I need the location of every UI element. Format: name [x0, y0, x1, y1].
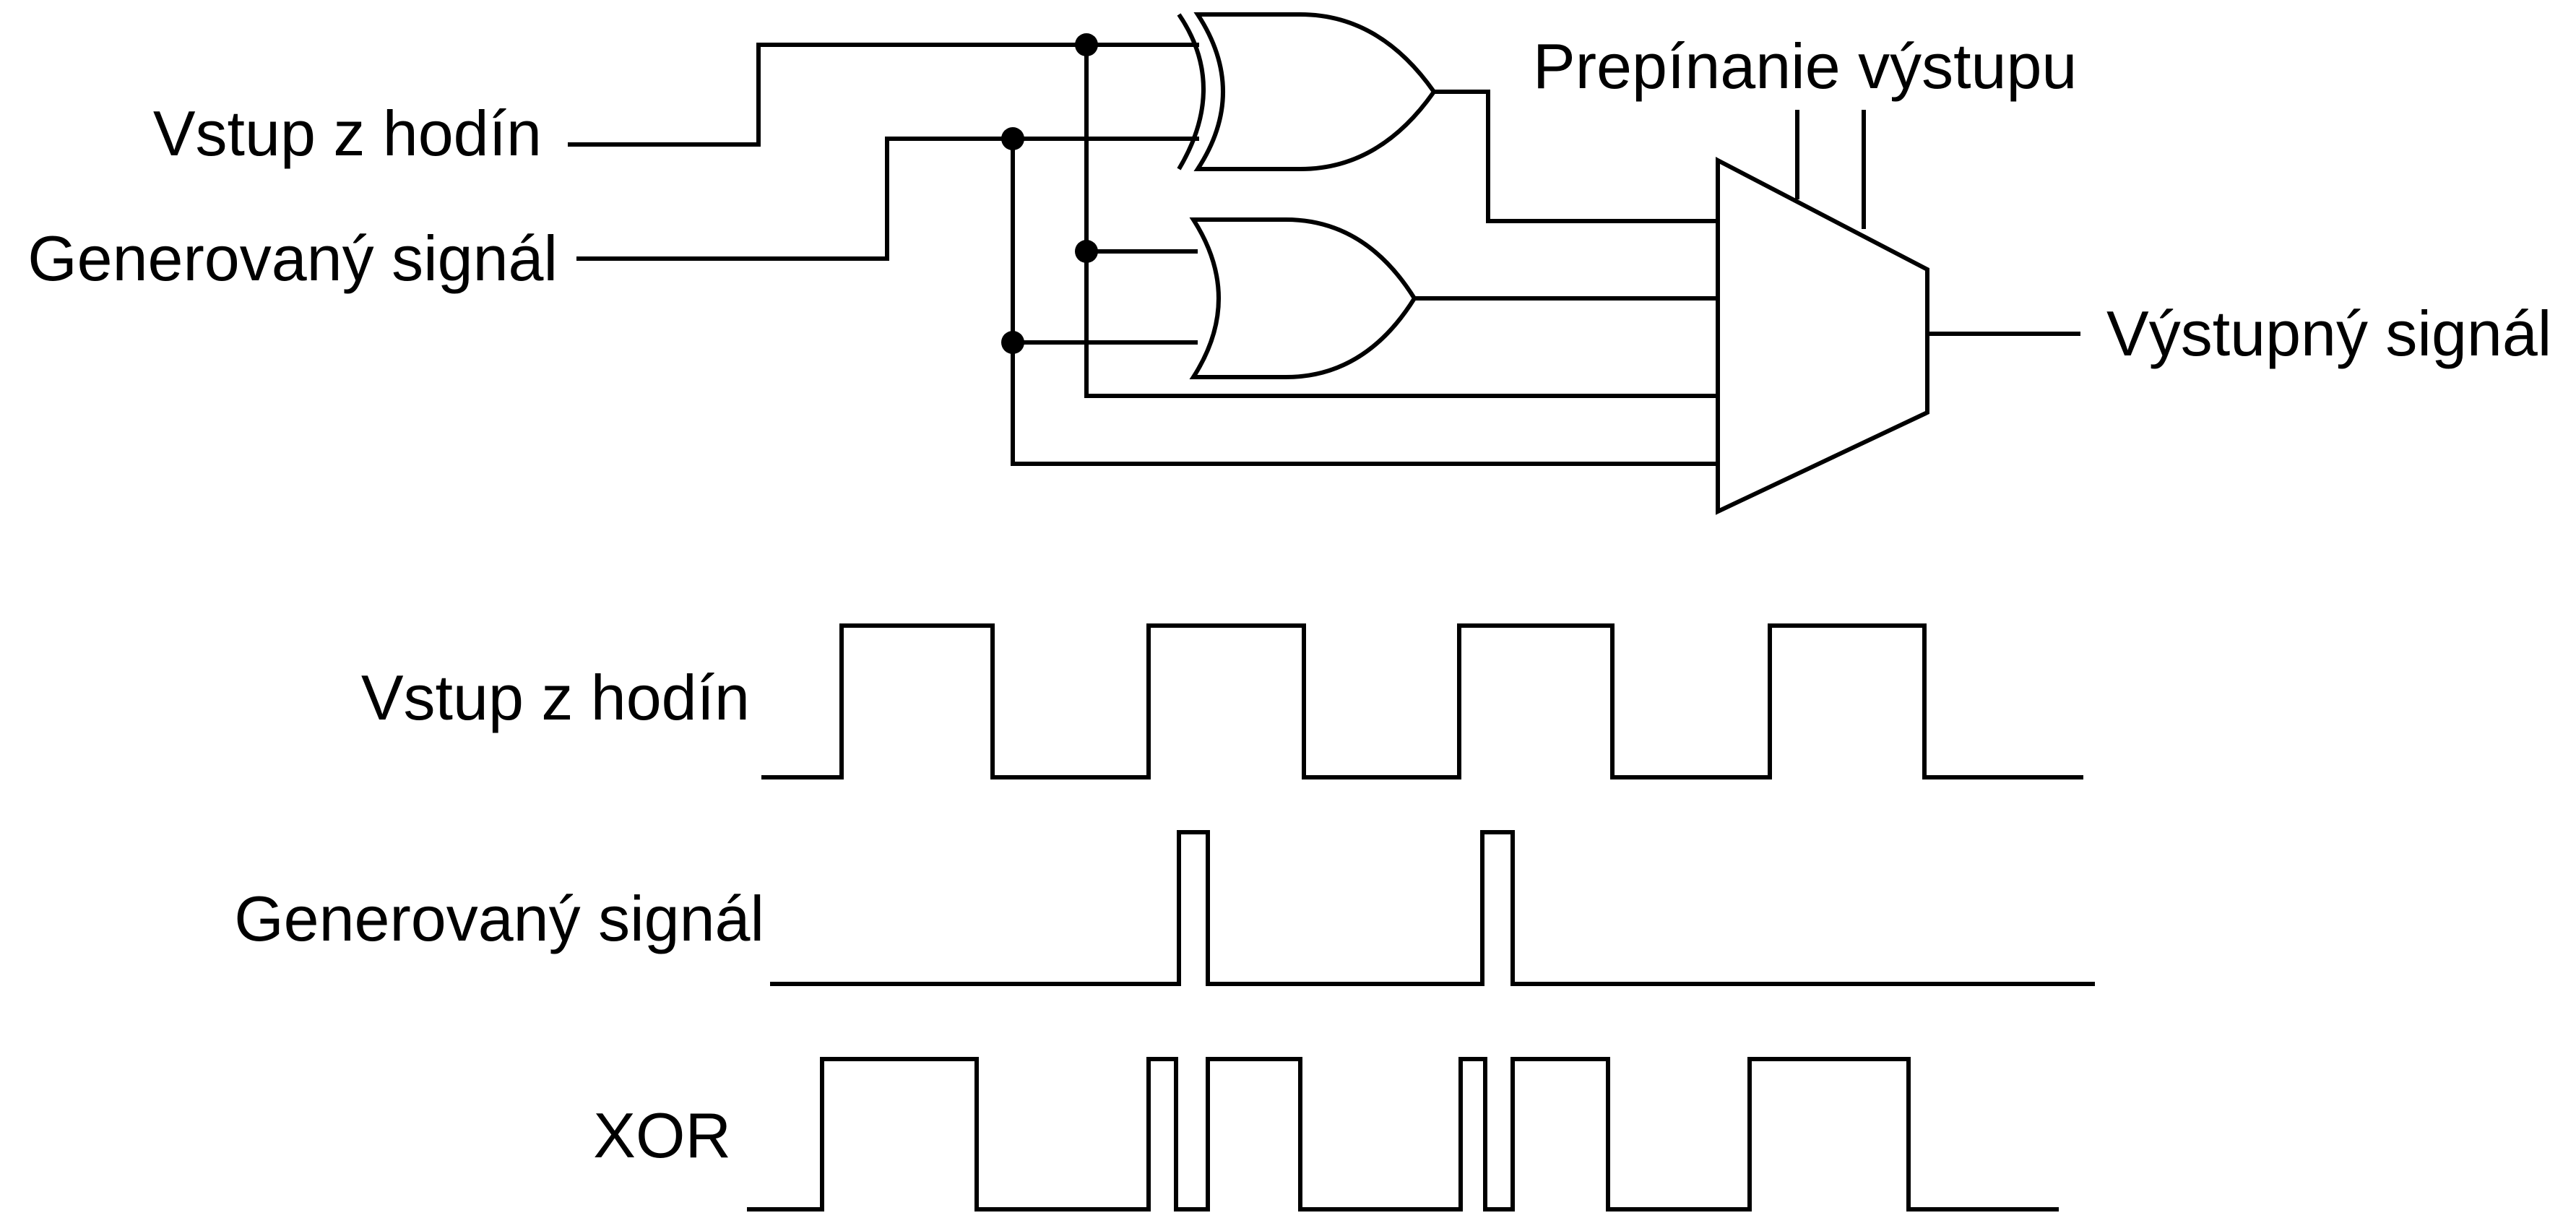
timing-diagram: Vstup z hodín Generovaný signál XOR — [234, 623, 2095, 1211]
timing-label-generated: Generovaný signál — [234, 883, 764, 954]
multiplexer — [1716, 157, 1929, 515]
junction-dot-clock-top — [1075, 33, 1098, 56]
generated-signal-wire — [576, 137, 1199, 261]
circuit-schematic: Vstup z hodín Generovaný signál Prepínan… — [27, 12, 2551, 515]
generated-signal-label: Generovaný signál — [27, 223, 558, 294]
timing-label-clock: Vstup z hodín — [361, 662, 750, 733]
clock-vertical-bus — [1084, 45, 1719, 398]
output-signal-label: Výstupný signál — [2106, 298, 2551, 369]
or-gate-body — [1189, 217, 1417, 379]
clock-input-wire — [568, 43, 1199, 147]
junction-dot-generated-or — [1001, 331, 1024, 354]
clock-input-label: Vstup z hodín — [153, 98, 542, 169]
or-gate — [1189, 217, 1417, 379]
waveform-clock — [761, 623, 2083, 779]
xor-gate-input-arc — [1177, 13, 1206, 170]
junction-dot-generated-top — [1001, 127, 1024, 150]
timing-label-xor: XOR — [593, 1100, 731, 1171]
generated-vertical-bus — [1011, 139, 1719, 466]
xor-output-wire — [1434, 90, 1719, 223]
waveform-xor — [747, 1057, 2059, 1211]
junction-dot-clock-or — [1075, 240, 1098, 263]
waveform-generated — [770, 830, 2095, 986]
xor-gate — [1177, 12, 1437, 171]
output-switch-label: Prepínanie výstupu — [1533, 30, 2077, 102]
xor-gate-body — [1193, 12, 1437, 171]
